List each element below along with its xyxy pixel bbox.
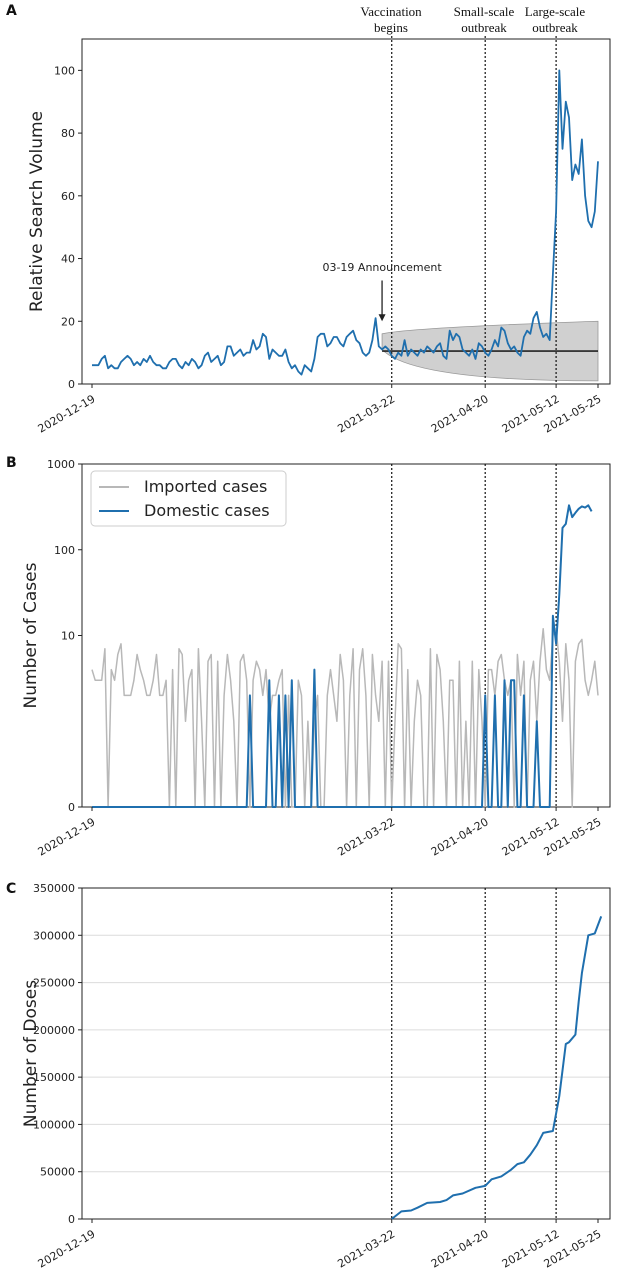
panel-c-series-doses (391, 916, 603, 1220)
panel-A-xtick-label: 2021-04-20 (429, 392, 491, 435)
panel-b-series-domestic (92, 504, 593, 808)
panel-c-ytick-label: 200000 (33, 1024, 75, 1037)
event-large-outbreak-line2: outbreak (532, 20, 578, 35)
panel-A-ylabel: Relative Search Volume (27, 111, 47, 312)
panel-letter-b: B (6, 455, 17, 471)
panel-c-ytick-label: 300000 (33, 929, 75, 942)
panel-A-frame (81, 38, 611, 385)
panel-B-xtick-label: 2021-04-20 (429, 815, 491, 858)
panel-c-ytick-label: 100000 (33, 1118, 75, 1131)
panel-b-legend: Imported cases Domestic cases (90, 470, 287, 527)
panel-b-legend-label: Imported cases (144, 477, 267, 496)
panel-b-legend-box (90, 470, 287, 527)
panel-c-ytick-label: 250000 (33, 977, 75, 990)
panel-a-ytick-label: 80 (61, 127, 75, 140)
panel-c-ytick-label: 0 (68, 1213, 75, 1226)
panel-a-ytick-label: 20 (61, 315, 75, 328)
event-small-outbreak-line2: outbreak (461, 20, 507, 35)
panel-a-ytick-label: 0 (68, 378, 75, 391)
panel-a-ytick-label: 60 (61, 190, 75, 203)
panel-a-ytick-label: 100 (54, 64, 75, 77)
event-large-outbreak-line1: Large-scale (525, 4, 586, 19)
panel-letter-c: C (6, 881, 16, 897)
event-labels: Vaccination begins Small-scale outbreak … (360, 4, 585, 35)
panel-c-ytick-label: 350000 (33, 882, 75, 895)
event-vaccination-line1: Vaccination (360, 4, 422, 19)
panel-b-ytick-label: 10 (61, 630, 75, 643)
panel-B-xtick-label: 2021-03-22 (335, 815, 397, 858)
panel-C-xtick-label: 2021-03-22 (335, 1227, 397, 1270)
panel-A-xtick-label: 2020-12-19 (36, 392, 98, 435)
panel-a-search-volume: 0 20 40 60 80 100 03-19 Announcement 2020-12-19… (27, 36, 611, 436)
panel-a-series-search-volume (92, 69, 599, 376)
panel-a-ytick-label: 40 (61, 253, 75, 266)
panel-c-doses: 0 50000 100000 150000 200000 250000 300000 3500… (21, 882, 611, 1271)
panel-b-legend-label: Domestic cases (144, 501, 270, 520)
panel-b-ytick-label: 100 (54, 544, 75, 557)
panel-b-cases: 0 10 100 1000 Imported cases Domestic cases 20… (21, 458, 611, 859)
event-vaccination-line2: begins (374, 20, 408, 35)
panel-a-annotation-arrowhead (378, 314, 386, 322)
panel-b-series-imported (91, 627, 599, 808)
panel-A-xtick-label: 2021-03-22 (335, 392, 397, 435)
panel-c-ytick-label: 150000 (33, 1071, 75, 1084)
panel-b-ytick-label: 0 (68, 801, 75, 814)
panel-b-ytick-label: 1000 (47, 458, 75, 471)
event-small-outbreak-line1: Small-scale (454, 4, 515, 19)
panel-C-xtick-label: 2020-12-19 (36, 1227, 98, 1270)
panel-B-ylabel: Number of Cases (21, 562, 41, 708)
panel-letter-a: A (6, 3, 17, 19)
panel-B-xtick-label: 2020-12-19 (36, 815, 98, 858)
panel-C-ylabel: Number of Doses (21, 980, 41, 1127)
panel-C-frame (81, 887, 611, 1220)
panel-a-annotation-text: 03-19 Announcement (322, 261, 442, 274)
panel-c-ytick-label: 50000 (40, 1166, 75, 1179)
panel-C-xtick-label: 2021-04-20 (429, 1227, 491, 1270)
